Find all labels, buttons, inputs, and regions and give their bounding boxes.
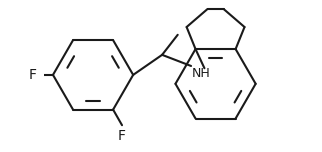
Text: F: F [118,129,126,143]
Text: NH: NH [192,67,211,80]
Text: F: F [28,68,36,82]
